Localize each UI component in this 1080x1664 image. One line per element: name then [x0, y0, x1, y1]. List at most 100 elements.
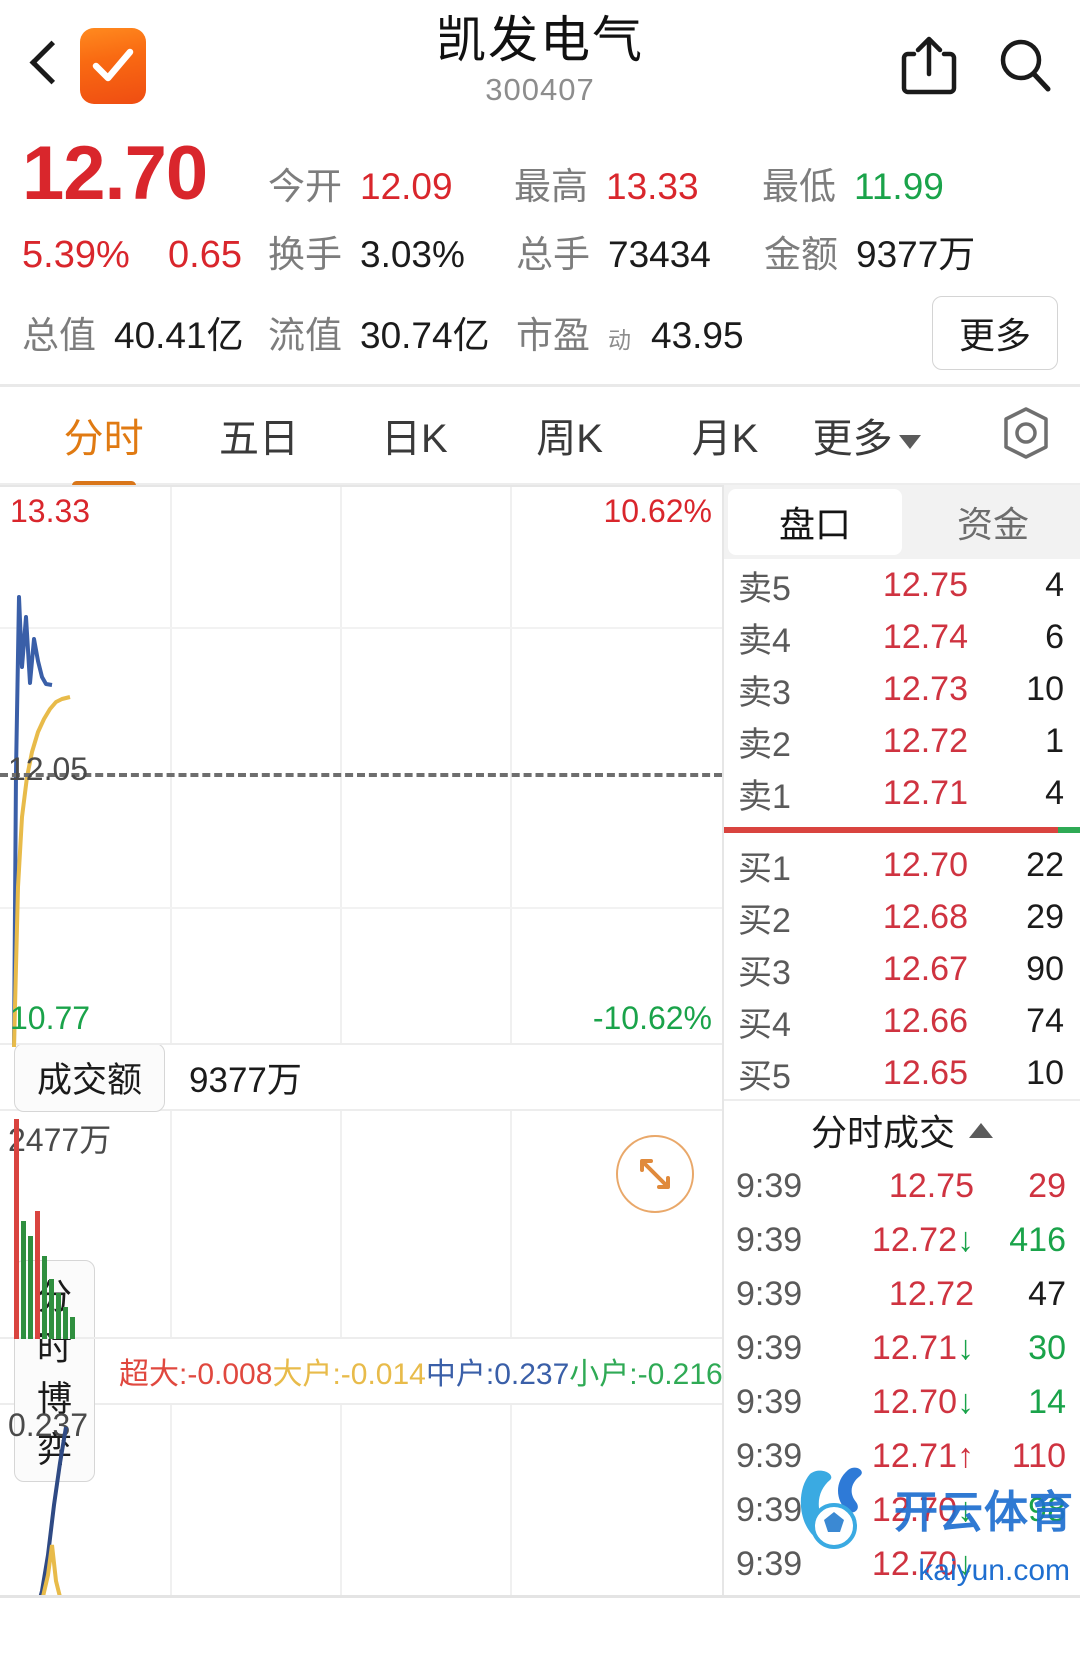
volume-total-value: 9377万 — [189, 1060, 302, 1100]
trade-qty: 110 — [1011, 1436, 1066, 1475]
order-book-column: 盘口 资金 卖5 12.75 4 卖4 12.74 6 卖3 12.73 10 … — [722, 485, 1080, 1649]
trade-price: 12.71↑ — [871, 1436, 974, 1475]
order-book-ask-row[interactable]: 卖5 12.75 4 — [724, 559, 1080, 611]
price-axis-high: 13.33 — [10, 493, 91, 529]
open-label: 今开 — [268, 166, 342, 207]
chart-tab-bar: 分时 五日 日K 周K 月K 更多 — [0, 387, 1080, 483]
legend-large: 大户:-0.014 — [272, 1358, 426, 1391]
bid-label: 买3 — [738, 953, 791, 992]
price-line-svg — [12, 595, 71, 1047]
tab-more[interactable]: 更多 — [813, 406, 968, 464]
trade-time: 9:39 — [736, 1382, 803, 1421]
trade-price: 12.70↓ — [871, 1382, 974, 1421]
order-book-bid-row[interactable]: 买5 12.65 10 — [724, 1047, 1080, 1099]
bid-qty: 90 — [1026, 949, 1064, 988]
watermark-subtext: kaiyun.com — [918, 1554, 1070, 1587]
tab-wuri[interactable]: 五日 — [218, 417, 299, 461]
quote-panel: 12.70 今开 12.09 最高 13.33 最低 11.99 5.39% 0… — [0, 132, 1080, 384]
trade-time: 9:39 — [736, 1274, 803, 1313]
tab-weekk[interactable]: 周K — [536, 417, 603, 461]
ask-price: 12.73 — [882, 669, 968, 708]
fullscreen-expand-button[interactable] — [616, 1135, 694, 1213]
trade-row: 9:39 12.71↓ 30 — [724, 1321, 1080, 1375]
share-icon[interactable] — [900, 34, 958, 96]
intraday-price-chart[interactable]: 12.05 13.33 10.62% 10.77 -10.62% — [0, 485, 722, 1047]
order-book-ask-row[interactable]: 卖4 12.74 6 — [724, 611, 1080, 663]
search-icon[interactable] — [996, 34, 1054, 96]
tab-monthk[interactable]: 月K — [691, 417, 759, 461]
prev-close-line — [0, 773, 722, 777]
low-cell: 最低 11.99 — [762, 156, 1058, 210]
bid-price: 12.66 — [882, 1001, 968, 1040]
trade-qty: 47 — [1028, 1274, 1066, 1313]
ask-price: 12.75 — [882, 565, 968, 604]
trade-price: 12.71↓ — [871, 1328, 974, 1367]
volume-peak-label: 2477万 — [8, 1122, 112, 1158]
bid-label: 买1 — [738, 849, 791, 888]
more-button[interactable]: 更多 — [931, 296, 1058, 370]
ask-label: 卖2 — [738, 725, 791, 764]
volume-indicator-chip[interactable]: 成交额 — [14, 1042, 166, 1112]
chart-column: 12.05 13.33 10.62% 10.77 -10.62% 成交额 937… — [0, 485, 723, 1664]
back-button[interactable] — [28, 39, 62, 93]
ask-price: 12.72 — [882, 721, 968, 760]
caret-up-icon[interactable] — [969, 1122, 993, 1138]
tab-more-label: 更多 — [812, 417, 893, 461]
order-book-bid-row[interactable]: 买2 12.68 29 — [724, 891, 1080, 943]
order-book-ask-row[interactable]: 卖1 12.71 4 — [724, 767, 1080, 819]
trade-direction-icon: ↓ — [957, 1220, 974, 1259]
quote-row-2: 5.39% 0.65 换手 3.03% 总手 73434 金额 9377万 — [22, 224, 1058, 296]
trade-row: 9:39 12.72↓ 416 — [724, 1213, 1080, 1267]
trade-row: 9:39 12.75 29 — [724, 1159, 1080, 1213]
bid-qty: 74 — [1026, 1001, 1064, 1040]
tab-zijin[interactable]: 资金 — [956, 504, 1029, 545]
ask-qty: 10 — [1026, 669, 1064, 708]
gear-icon[interactable] — [998, 405, 1054, 466]
bid-qty: 10 — [1026, 1053, 1064, 1092]
legend-medium: 中户:0.237 — [425, 1358, 570, 1391]
app-header: 凯发电气 300407 — [0, 0, 1080, 132]
order-book-bid-row[interactable]: 买1 12.70 22 — [724, 839, 1080, 891]
bottom-divider — [0, 1595, 1080, 1598]
time-and-sales-header[interactable]: 分时成交 — [724, 1099, 1080, 1159]
quote-row-1: 12.70 今开 12.09 最高 13.33 最低 11.99 — [22, 136, 1058, 224]
tab-fenshi[interactable]: 分时 — [26, 406, 181, 464]
time-and-sales-title: 分时成交 — [810, 1112, 955, 1153]
order-book-ask-row[interactable]: 卖2 12.72 1 — [724, 715, 1080, 767]
tab-pankou[interactable]: 盘口 — [728, 489, 902, 555]
amount-cell: 金额 9377万 — [764, 224, 1058, 278]
trade-qty: 98 — [1028, 1490, 1066, 1529]
bid-price: 12.65 — [882, 1053, 968, 1092]
game-indicator-chip[interactable]: 分时博弈 — [14, 1260, 96, 1482]
price-axis-low: 10.77 — [10, 1000, 91, 1036]
ask-qty: 6 — [1045, 617, 1064, 656]
bid-label: 买5 — [738, 1057, 791, 1096]
volume-section-header: 成交额 9377万 — [0, 1042, 722, 1112]
bid-price: 12.67 — [882, 949, 968, 988]
legend-super-large: 超大:-0.008 — [119, 1358, 273, 1391]
trade-time: 9:39 — [736, 1328, 803, 1367]
low-label: 最低 — [762, 166, 836, 207]
game-section-header: 分时博弈 超大:-0.008 大户:-0.014 中户:0.237 小户:-0.… — [0, 1260, 723, 1482]
trade-qty: 29 — [1028, 1166, 1066, 1205]
volume-chart[interactable]: 2477万 — [0, 1111, 722, 1339]
trade-direction-icon: ↓ — [957, 1382, 974, 1421]
order-book-bid-row[interactable]: 买4 12.66 74 — [724, 995, 1080, 1047]
trade-row: 9:39 12.70↓ 98 — [724, 1483, 1080, 1537]
order-book-bid-row[interactable]: 买3 12.67 90 — [724, 943, 1080, 995]
market-cap-value: 40.41亿 — [114, 315, 244, 356]
trade-time: 9:39 — [736, 1166, 803, 1205]
order-book-ask-row[interactable]: 卖3 12.73 10 — [724, 663, 1080, 715]
price-axis-pct-high: 10.62% — [603, 493, 712, 529]
trade-price: 12.72 — [888, 1274, 974, 1313]
amount-value: 9377万 — [856, 234, 976, 275]
trade-direction-icon: ↑ — [957, 1436, 974, 1475]
tab-dayk[interactable]: 日K — [380, 417, 448, 461]
trade-direction-icon: ↓ — [957, 1328, 974, 1367]
bid-ask-separator — [724, 827, 1080, 833]
float-cap-value: 30.74亿 — [360, 315, 490, 356]
app-badge-icon[interactable] — [80, 28, 146, 104]
prev-close-label: 12.05 — [8, 751, 89, 787]
pe-value: 43.95 — [651, 315, 744, 356]
tabs-divider — [0, 483, 1080, 485]
